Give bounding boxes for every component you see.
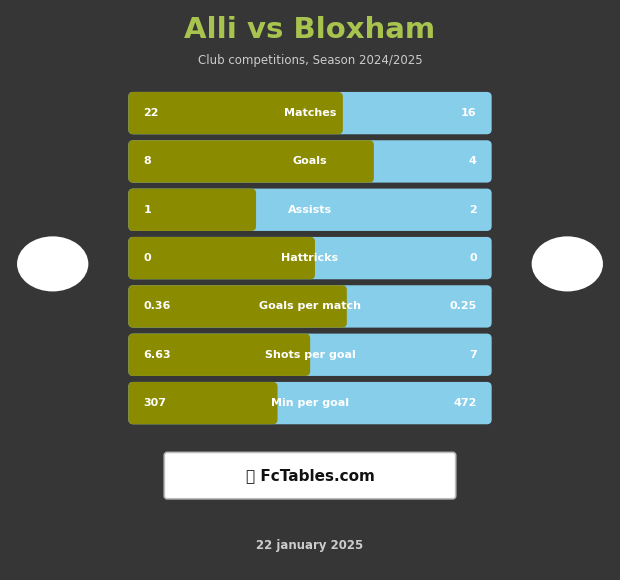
Text: 472: 472 — [453, 398, 477, 408]
FancyBboxPatch shape — [128, 382, 492, 425]
Text: Alli vs Bloxham: Alli vs Bloxham — [184, 16, 436, 44]
Text: 0.25: 0.25 — [450, 302, 477, 311]
Text: Min per goal: Min per goal — [271, 398, 349, 408]
FancyBboxPatch shape — [128, 334, 310, 376]
Text: 2: 2 — [469, 205, 477, 215]
Text: Goals: Goals — [293, 157, 327, 166]
Text: Matches: Matches — [284, 108, 336, 118]
Text: 22 january 2025: 22 january 2025 — [257, 539, 363, 552]
Text: 307: 307 — [143, 398, 166, 408]
FancyBboxPatch shape — [128, 188, 492, 231]
Text: 1: 1 — [143, 205, 151, 215]
Text: 16: 16 — [461, 108, 477, 118]
FancyBboxPatch shape — [128, 237, 492, 279]
Text: 8: 8 — [143, 157, 151, 166]
FancyBboxPatch shape — [164, 452, 456, 499]
Text: Goals per match: Goals per match — [259, 302, 361, 311]
Text: Assists: Assists — [288, 205, 332, 215]
Text: 6.63: 6.63 — [143, 350, 171, 360]
FancyBboxPatch shape — [128, 188, 256, 231]
Text: 📊 FcTables.com: 📊 FcTables.com — [246, 468, 374, 483]
Text: 22: 22 — [143, 108, 159, 118]
FancyBboxPatch shape — [128, 237, 315, 279]
FancyBboxPatch shape — [128, 382, 278, 425]
FancyBboxPatch shape — [128, 92, 343, 134]
Text: 4: 4 — [469, 157, 477, 166]
Ellipse shape — [532, 236, 603, 291]
FancyBboxPatch shape — [128, 285, 492, 328]
Text: 0: 0 — [143, 253, 151, 263]
Text: 7: 7 — [469, 350, 477, 360]
Text: 0: 0 — [469, 253, 477, 263]
Ellipse shape — [17, 236, 89, 291]
FancyBboxPatch shape — [128, 140, 374, 183]
FancyBboxPatch shape — [128, 285, 347, 328]
FancyBboxPatch shape — [128, 140, 492, 183]
Text: Hattricks: Hattricks — [281, 253, 339, 263]
Text: 0.36: 0.36 — [143, 302, 170, 311]
Text: Shots per goal: Shots per goal — [265, 350, 355, 360]
FancyBboxPatch shape — [128, 334, 492, 376]
Text: Club competitions, Season 2024/2025: Club competitions, Season 2024/2025 — [198, 55, 422, 67]
FancyBboxPatch shape — [128, 92, 492, 134]
